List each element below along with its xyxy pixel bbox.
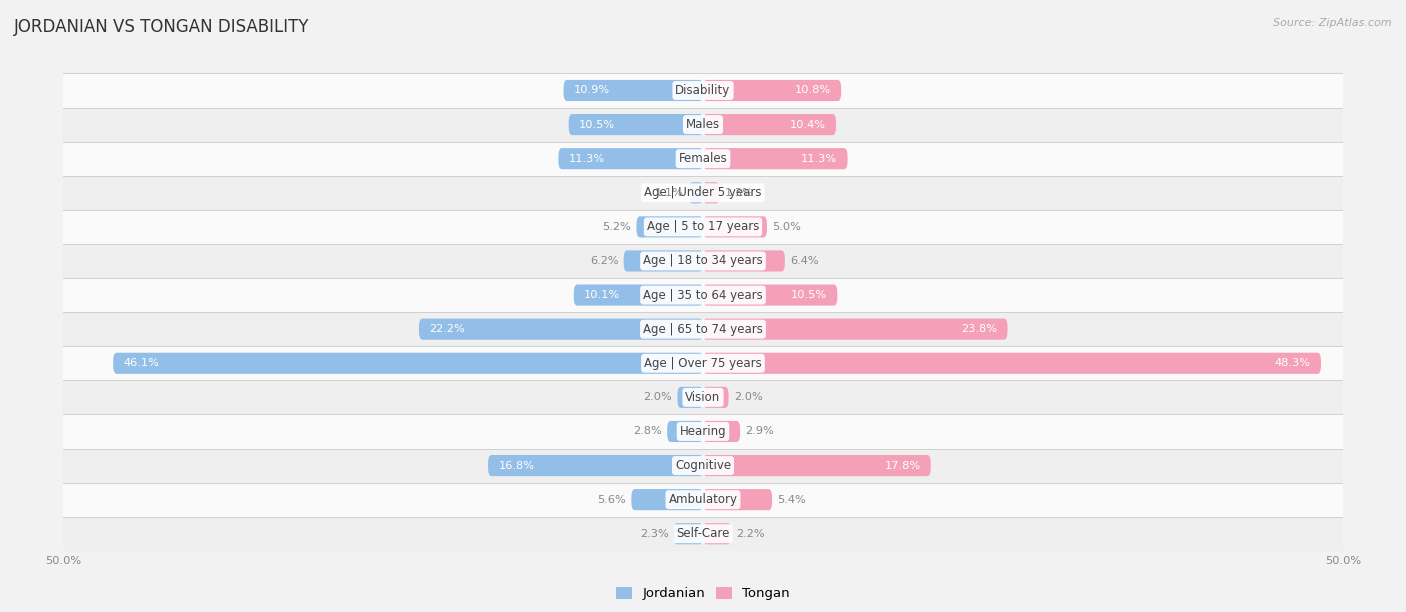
FancyBboxPatch shape — [624, 250, 703, 272]
Bar — [63, 73, 1343, 108]
Text: 5.6%: 5.6% — [598, 494, 626, 505]
Text: 2.9%: 2.9% — [745, 427, 773, 436]
FancyBboxPatch shape — [568, 114, 703, 135]
FancyBboxPatch shape — [689, 182, 703, 203]
Text: 17.8%: 17.8% — [884, 461, 921, 471]
FancyBboxPatch shape — [703, 114, 837, 135]
Text: 2.0%: 2.0% — [644, 392, 672, 402]
Text: 16.8%: 16.8% — [498, 461, 534, 471]
Text: 10.4%: 10.4% — [790, 119, 825, 130]
FancyBboxPatch shape — [703, 489, 772, 510]
Bar — [63, 244, 1343, 278]
FancyBboxPatch shape — [631, 489, 703, 510]
FancyBboxPatch shape — [703, 148, 848, 170]
Legend: Jordanian, Tongan: Jordanian, Tongan — [610, 581, 796, 605]
Text: 2.3%: 2.3% — [640, 529, 668, 539]
Text: Age | Under 5 years: Age | Under 5 years — [644, 186, 762, 200]
FancyBboxPatch shape — [678, 387, 703, 408]
FancyBboxPatch shape — [564, 80, 703, 101]
FancyBboxPatch shape — [703, 285, 838, 305]
Bar — [63, 380, 1343, 414]
Text: 46.1%: 46.1% — [124, 358, 159, 368]
FancyBboxPatch shape — [703, 353, 1322, 374]
Text: 5.2%: 5.2% — [603, 222, 631, 232]
Bar — [63, 312, 1343, 346]
Bar — [63, 210, 1343, 244]
FancyBboxPatch shape — [637, 216, 703, 237]
Text: Age | 18 to 34 years: Age | 18 to 34 years — [643, 255, 763, 267]
FancyBboxPatch shape — [673, 523, 703, 544]
Text: Ambulatory: Ambulatory — [668, 493, 738, 506]
Text: Males: Males — [686, 118, 720, 131]
Text: Self-Care: Self-Care — [676, 528, 730, 540]
Bar — [63, 517, 1343, 551]
Bar — [63, 108, 1343, 141]
Bar — [63, 176, 1343, 210]
Text: Age | 65 to 74 years: Age | 65 to 74 years — [643, 323, 763, 335]
FancyBboxPatch shape — [488, 455, 703, 476]
Text: 6.4%: 6.4% — [790, 256, 818, 266]
Text: 10.8%: 10.8% — [794, 86, 831, 95]
Text: Age | 35 to 64 years: Age | 35 to 64 years — [643, 289, 763, 302]
Text: Age | 5 to 17 years: Age | 5 to 17 years — [647, 220, 759, 233]
Text: 6.2%: 6.2% — [591, 256, 619, 266]
Text: 2.2%: 2.2% — [737, 529, 765, 539]
Text: Cognitive: Cognitive — [675, 459, 731, 472]
FancyBboxPatch shape — [703, 216, 768, 237]
Text: 10.5%: 10.5% — [792, 290, 827, 300]
FancyBboxPatch shape — [558, 148, 703, 170]
FancyBboxPatch shape — [703, 319, 1008, 340]
FancyBboxPatch shape — [703, 455, 931, 476]
Bar — [63, 278, 1343, 312]
FancyBboxPatch shape — [574, 285, 703, 305]
Bar — [63, 449, 1343, 483]
Text: 23.8%: 23.8% — [962, 324, 997, 334]
Text: 11.3%: 11.3% — [568, 154, 605, 163]
Text: 22.2%: 22.2% — [429, 324, 465, 334]
FancyBboxPatch shape — [419, 319, 703, 340]
FancyBboxPatch shape — [668, 421, 703, 442]
Text: 11.3%: 11.3% — [801, 154, 838, 163]
FancyBboxPatch shape — [703, 80, 841, 101]
Text: 5.0%: 5.0% — [772, 222, 801, 232]
Bar — [63, 346, 1343, 380]
Text: 10.5%: 10.5% — [579, 119, 614, 130]
Text: Females: Females — [679, 152, 727, 165]
FancyBboxPatch shape — [703, 250, 785, 272]
Text: Age | Over 75 years: Age | Over 75 years — [644, 357, 762, 370]
Bar — [63, 483, 1343, 517]
Text: 48.3%: 48.3% — [1275, 358, 1310, 368]
FancyBboxPatch shape — [703, 182, 720, 203]
Text: Disability: Disability — [675, 84, 731, 97]
Text: 1.3%: 1.3% — [724, 188, 754, 198]
Text: Source: ZipAtlas.com: Source: ZipAtlas.com — [1274, 18, 1392, 28]
FancyBboxPatch shape — [703, 523, 731, 544]
FancyBboxPatch shape — [703, 387, 728, 408]
Text: Vision: Vision — [685, 391, 721, 404]
Text: JORDANIAN VS TONGAN DISABILITY: JORDANIAN VS TONGAN DISABILITY — [14, 18, 309, 36]
FancyBboxPatch shape — [112, 353, 703, 374]
Text: 10.1%: 10.1% — [583, 290, 620, 300]
Text: Hearing: Hearing — [679, 425, 727, 438]
Bar — [63, 141, 1343, 176]
Text: 1.1%: 1.1% — [655, 188, 683, 198]
Text: 10.9%: 10.9% — [574, 86, 610, 95]
Text: 5.4%: 5.4% — [778, 494, 806, 505]
Text: 2.8%: 2.8% — [633, 427, 662, 436]
Text: 2.0%: 2.0% — [734, 392, 762, 402]
Bar — [63, 414, 1343, 449]
FancyBboxPatch shape — [703, 421, 740, 442]
